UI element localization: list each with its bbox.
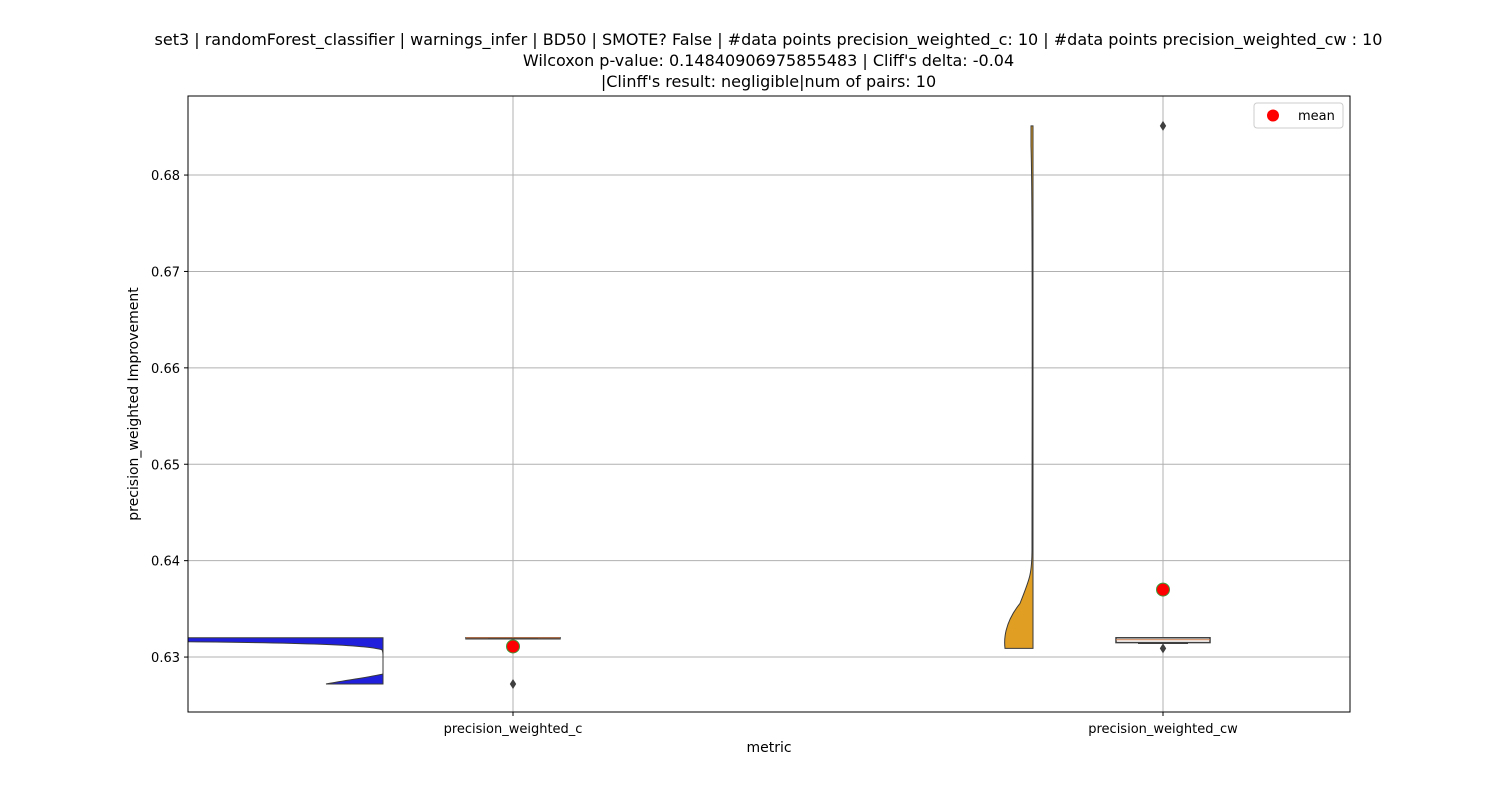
chart-title-line-3: |Clinff's result: negligible|num of pair… <box>600 72 937 91</box>
axis-layer: 0.63 0.64 0.65 0.66 0.67 0.68 precision_weight… <box>151 169 1238 737</box>
y-tick-label: 0.68 <box>151 169 180 184</box>
outlier-precision_weighted_c <box>509 679 517 690</box>
grid-layer <box>188 96 1350 712</box>
mean-marker-precision_weighted_cw <box>1156 582 1170 597</box>
mean-marker-precision_weighted_c <box>506 639 520 654</box>
outlier-precision_weighted_cw <box>1159 120 1167 131</box>
legend-box <box>1253 102 1344 129</box>
y-tick-label: 0.66 <box>151 362 180 377</box>
x-axis-label: metric <box>746 740 791 756</box>
legend: mean <box>1253 102 1344 129</box>
y-axis-label: precision_weighted Improvement <box>126 287 142 521</box>
outlier-precision_weighted_cw <box>1159 643 1167 654</box>
plot-layer <box>187 120 1211 690</box>
y-tick-label: 0.63 <box>151 651 180 666</box>
y-tick-label: 0.64 <box>151 555 180 570</box>
violin-precision_weighted_cw <box>1004 125 1034 649</box>
violin-precision_weighted_c <box>187 637 384 685</box>
plot-frame <box>187 95 1351 713</box>
x-tick-label: precision_weighted_c <box>444 722 583 737</box>
chart-title-line-1: set3 | randomForest_classifier | warning… <box>154 30 1383 49</box>
x-tick-label: precision_weighted_cw <box>1088 722 1238 737</box>
y-tick-label: 0.67 <box>151 265 180 280</box>
legend-mean-marker <box>1267 109 1279 122</box>
chart-title-line-2: Wilcoxon p-value: 0.14840906975855483 | … <box>522 51 1015 70</box>
y-tick-label: 0.65 <box>151 458 180 473</box>
legend-mean-label: mean <box>1298 109 1335 124</box>
